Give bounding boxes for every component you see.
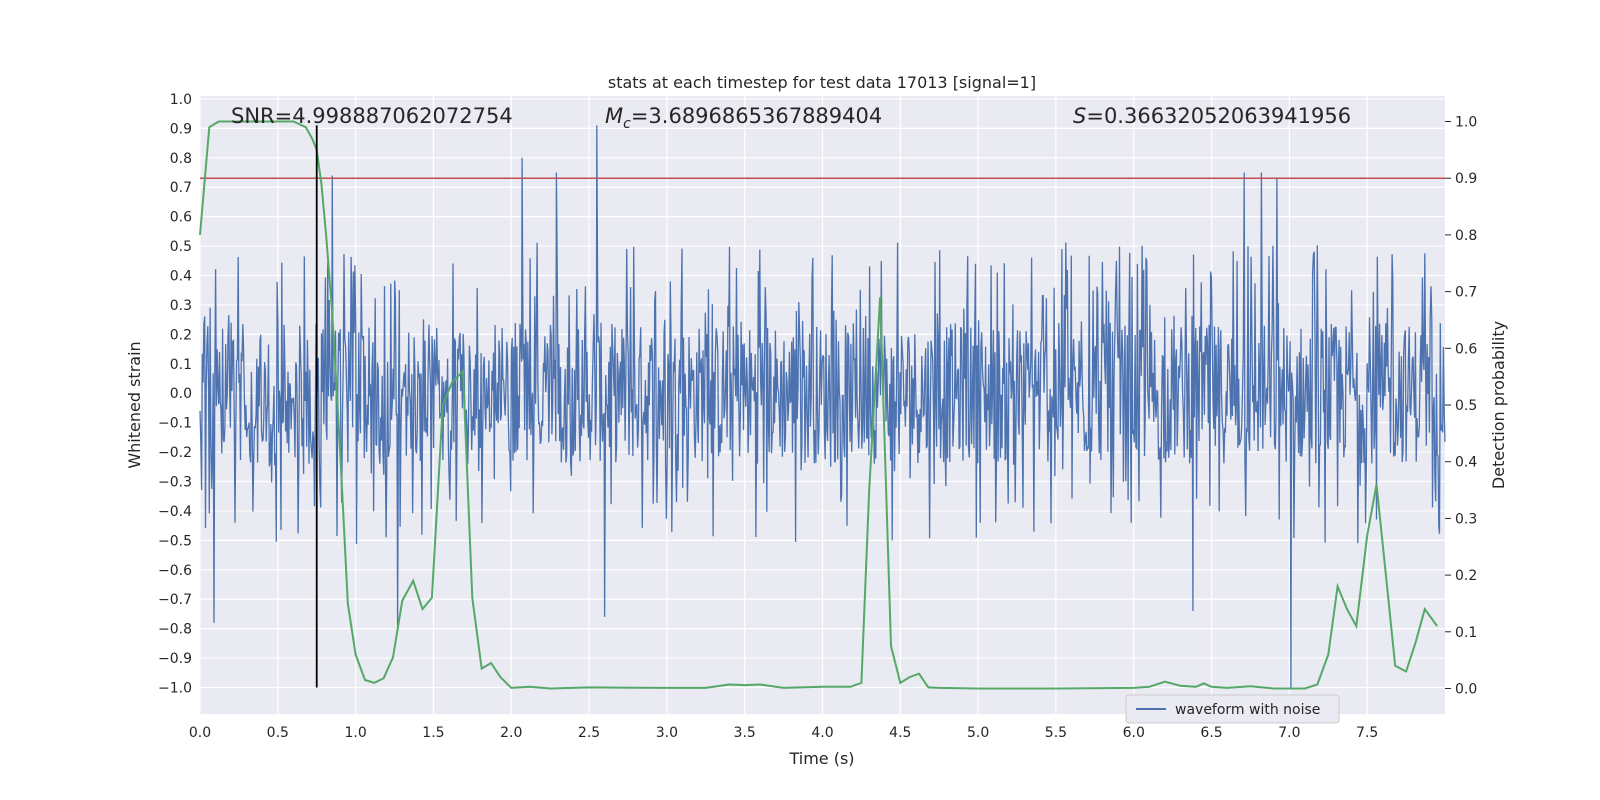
y-tick-label: −0.4 bbox=[158, 504, 192, 520]
probability-layer bbox=[199, 120, 1439, 690]
y-tick-label: 0.3 bbox=[170, 298, 192, 314]
x-axis-label: Time (s) bbox=[788, 749, 854, 768]
x-tick-label: 1.5 bbox=[422, 725, 444, 741]
y2-tick-label: 0.5 bbox=[1455, 398, 1477, 414]
y-tick-label: 0.9 bbox=[170, 121, 192, 137]
y2-tick-label: 0.8 bbox=[1455, 228, 1477, 244]
y2-tick-label: 0.0 bbox=[1455, 681, 1477, 697]
y2-tick-label: 0.9 bbox=[1455, 171, 1477, 187]
probability-line bbox=[199, 120, 1439, 690]
y-tick-label: −0.2 bbox=[158, 445, 192, 461]
snr-value: 4.998887062072754 bbox=[292, 104, 512, 128]
x-tick-label: 6.0 bbox=[1123, 725, 1145, 741]
waveform-series bbox=[199, 125, 1446, 688]
legend-label-waveform: waveform with noise bbox=[1175, 702, 1320, 718]
x-tick-label: 6.5 bbox=[1200, 725, 1222, 741]
chart-title: stats at each timestep for test data 170… bbox=[608, 73, 1036, 92]
y-tick-label: 0.2 bbox=[170, 327, 192, 343]
y-tick-label: −0.7 bbox=[158, 592, 192, 608]
y-axis-ticks: −1.0 −0.9 −0.8 −0.7 −0.6 −0.5 −0.4 −0.3 −0.2 −0.1… bbox=[158, 92, 192, 697]
s-annotation: S=0.36632052063941956 bbox=[1073, 104, 1351, 128]
x-tick-label: 2.5 bbox=[578, 725, 600, 741]
y-tick-label: 0.8 bbox=[170, 151, 192, 167]
y2-tick-label: 0.3 bbox=[1455, 511, 1477, 527]
y-tick-label: 0.4 bbox=[170, 269, 192, 285]
y-tick-label: −0.8 bbox=[158, 622, 192, 638]
x-axis-ticks: 0.0 0.5 1.0 1.5 2.0 2.5 3.0 3.5 4.0 4.5 5.0 5.5 6.0 6… bbox=[189, 725, 1378, 741]
y-tick-label: −0.9 bbox=[158, 651, 192, 667]
x-tick-label: 5.0 bbox=[967, 725, 989, 741]
x-tick-label: 4.0 bbox=[811, 725, 833, 741]
mc-symbol: M bbox=[605, 104, 623, 128]
y2-tick-label: 0.6 bbox=[1455, 341, 1477, 357]
y2-tick-label: 0.7 bbox=[1455, 285, 1477, 301]
mc-subscript: c bbox=[623, 116, 631, 132]
x-tick-label: 0.5 bbox=[267, 725, 289, 741]
s-value: =0.36632052063941956 bbox=[1086, 104, 1351, 128]
y-tick-label: −0.3 bbox=[158, 475, 192, 491]
y2-tick-label: 0.2 bbox=[1455, 568, 1477, 584]
legend-box bbox=[1125, 694, 1340, 724]
s-symbol: S bbox=[1073, 104, 1086, 128]
x-tick-label: 5.5 bbox=[1045, 725, 1067, 741]
x-tick-label: 3.5 bbox=[734, 725, 756, 741]
y-tick-label: 0.5 bbox=[170, 239, 192, 255]
y-tick-label: 0.7 bbox=[170, 180, 192, 196]
y-tick-label: 0.6 bbox=[170, 210, 192, 226]
legend: waveform with noise bbox=[1125, 694, 1340, 724]
y-tick-label: −0.6 bbox=[158, 563, 192, 579]
mc-value: =3.6896865367889404 bbox=[631, 104, 882, 128]
x-tick-label: 2.0 bbox=[500, 725, 522, 741]
x-tick-label: 7.5 bbox=[1356, 725, 1378, 741]
y-tick-label: 0.1 bbox=[170, 357, 192, 373]
x-tick-label: 4.5 bbox=[889, 725, 911, 741]
snr-prefix: SNR= bbox=[231, 104, 292, 128]
y-tick-label: 0.0 bbox=[170, 386, 192, 402]
y2-axis-ticks: 0.0 0.1 0.2 0.3 0.4 0.5 0.6 0.7 0.8 0.9 1.0 bbox=[1445, 115, 1477, 697]
y-tick-label: −0.1 bbox=[158, 416, 192, 432]
x-tick-label: 0.0 bbox=[189, 725, 211, 741]
y-tick-label: 1.0 bbox=[170, 92, 192, 108]
waveform-line bbox=[199, 125, 1446, 688]
y2-axis-label: Detection probability bbox=[1489, 321, 1508, 489]
y2-tick-label: 1.0 bbox=[1455, 115, 1477, 131]
x-tick-label: 3.0 bbox=[656, 725, 678, 741]
x-tick-label: 7.0 bbox=[1278, 725, 1300, 741]
mc-annotation: Mc=3.6896865367889404 bbox=[605, 104, 882, 132]
x-tick-label: 1.0 bbox=[344, 725, 366, 741]
snr-annotation: SNR=4.998887062072754 bbox=[231, 104, 513, 128]
y-tick-label: −0.5 bbox=[158, 533, 192, 549]
y-tick-label: −1.0 bbox=[158, 681, 192, 697]
y2-tick-label: 0.4 bbox=[1455, 455, 1477, 471]
y-axis-label: Whitened strain bbox=[125, 341, 144, 468]
y2-tick-label: 0.1 bbox=[1455, 625, 1477, 641]
